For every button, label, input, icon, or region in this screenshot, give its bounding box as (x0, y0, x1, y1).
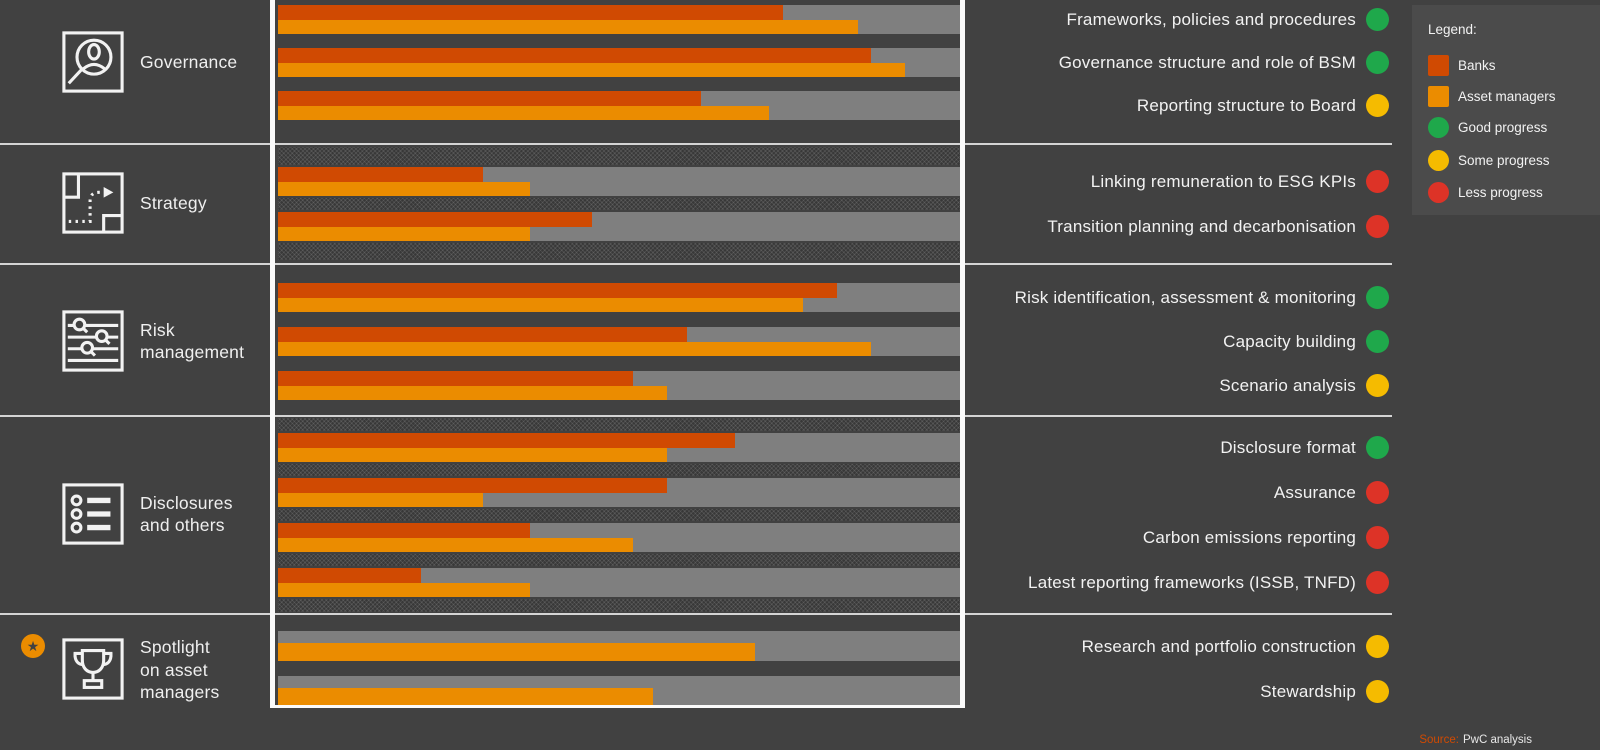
legend-item-label: Good progress (1458, 120, 1548, 135)
bar-banks (278, 433, 735, 448)
status-dot-good (1366, 8, 1389, 31)
section-divider (0, 613, 1392, 615)
section-hatch-band (278, 554, 960, 566)
section-hatch-band (278, 198, 960, 210)
category-label-disclosures: Disclosures and others (140, 492, 233, 536)
legend-item-label: Some progress (1458, 153, 1550, 168)
category-label-spotlight-asset-managers: Spotlight on asset managers (140, 637, 220, 703)
row-label: Reporting structure to Board (1136, 96, 1356, 115)
lines-magnifiers-icon (61, 309, 125, 373)
bar-asset-managers (278, 447, 667, 462)
asset-managers-swatch-icon (1428, 86, 1449, 107)
source-prefix: Source: (1419, 734, 1459, 746)
section-hatch-band (278, 509, 960, 521)
bar-asset-managers (278, 385, 667, 400)
category-label-strategy: Strategy (140, 192, 207, 213)
section-divider (0, 263, 1392, 265)
row-label: Capacity building (1223, 332, 1356, 351)
route-icon (61, 171, 125, 235)
bar-asset-managers (278, 226, 531, 241)
source-line: Source: PwC analysis (1419, 734, 1532, 746)
status-dot-less (1366, 215, 1389, 238)
bar-banks (278, 371, 633, 386)
row-label: Scenario analysis (1219, 376, 1356, 395)
section-divider (0, 143, 1392, 145)
category-label-risk-management: Risk management (140, 319, 245, 363)
row-label: Governance structure and role of BSM (1058, 53, 1356, 72)
legend: Legend: Banks Asset managers Good progre… (1412, 5, 1600, 215)
status-dot-some (1366, 634, 1389, 658)
bar-asset-managers (278, 297, 804, 312)
bar-banks (278, 568, 422, 583)
status-dot-some (1366, 679, 1389, 703)
trophy-icon (61, 637, 125, 701)
bar-banks (278, 212, 592, 227)
status-dot-less (1366, 481, 1389, 504)
section-hatch-band (278, 147, 960, 165)
banks-swatch-icon (1428, 55, 1449, 76)
good-progress-dot-icon (1428, 117, 1449, 138)
bar-banks (278, 167, 483, 182)
status-dot-good (1366, 51, 1389, 74)
bar-banks (278, 48, 872, 63)
status-dot-less (1366, 571, 1389, 594)
section-divider (0, 415, 1392, 417)
status-dot-good (1366, 436, 1389, 459)
chart-right-boundary-line (960, 0, 965, 707)
bar-asset-managers (278, 181, 531, 196)
status-dot-good (1366, 286, 1389, 309)
bar-banks (278, 283, 838, 298)
bullet-list-icon (61, 482, 125, 546)
bar-banks (278, 327, 688, 342)
row-label: Latest reporting frameworks (ISSB, TNFD) (1028, 573, 1356, 592)
section-hatch-band (278, 464, 960, 476)
legend-item-label: Less progress (1458, 185, 1543, 200)
bar-banks (278, 478, 667, 493)
magnifier-person-icon (61, 30, 125, 94)
bar-asset-managers (278, 19, 858, 34)
bar-asset-managers (278, 643, 756, 661)
bar-asset-managers (278, 688, 654, 706)
row-label: Stewardship (1260, 681, 1356, 701)
section-hatch-band (278, 243, 960, 260)
category-label-governance: Governance (140, 51, 238, 72)
row-label: Risk identification, assessment & monito… (1014, 288, 1356, 307)
legend-item-label: Asset managers (1458, 89, 1556, 104)
row-label: Linking remuneration to ESG KPIs (1090, 172, 1356, 191)
status-dot-less (1366, 170, 1389, 193)
row-label: Transition planning and decarbonisation (1047, 217, 1356, 236)
status-dot-some (1366, 374, 1389, 397)
chart-bottom-line (270, 705, 965, 708)
bar-banks (278, 91, 701, 106)
row-label: Research and portfolio construction (1081, 636, 1356, 656)
row-label: Carbon emissions reporting (1142, 528, 1356, 547)
bar-asset-managers (278, 105, 770, 120)
chart-left-axis-line (270, 0, 275, 707)
bar-asset-managers (278, 62, 906, 77)
status-dot-some (1366, 94, 1389, 117)
some-progress-dot-icon (1428, 150, 1449, 171)
row-label: Disclosure format (1220, 438, 1356, 457)
source-text: PwC analysis (1462, 734, 1532, 746)
status-dot-less (1366, 526, 1389, 549)
section-hatch-band (278, 599, 960, 612)
section-hatch-band (278, 418, 960, 431)
bar-banks (278, 5, 783, 20)
row-label: Frameworks, policies and procedures (1066, 10, 1356, 29)
legend-item-label: Banks (1458, 58, 1496, 73)
row-label: Assurance (1273, 483, 1356, 502)
status-dot-good (1366, 330, 1389, 353)
bar-asset-managers (278, 537, 633, 552)
bar-banks (278, 523, 531, 538)
bar-asset-managers (278, 492, 483, 507)
less-progress-dot-icon (1428, 182, 1449, 203)
legend-title: Legend: (1428, 22, 1477, 37)
star-badge-icon: ★ (21, 634, 45, 658)
bar-asset-managers (278, 582, 531, 597)
bar-asset-managers (278, 341, 872, 356)
